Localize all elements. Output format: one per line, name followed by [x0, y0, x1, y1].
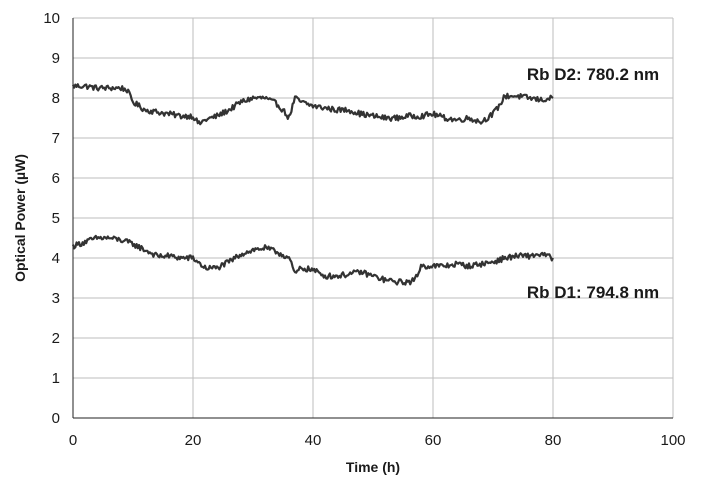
series-label: Rb D1: 794.8 nm [527, 283, 659, 302]
x-tick-label: 0 [69, 432, 77, 449]
y-tick-label: 0 [52, 410, 60, 427]
plot-area-border [72, 18, 673, 419]
x-tick-label: 100 [660, 432, 685, 449]
series-line [71, 83, 554, 126]
y-tick-label: 2 [52, 330, 60, 347]
y-tick-label: 6 [52, 170, 60, 187]
x-tick-label: 40 [305, 432, 322, 449]
series-lines [71, 83, 554, 286]
y-tick-label: 7 [52, 130, 60, 147]
x-axis-tick-labels: 0 20 40 60 80 100 [69, 432, 686, 449]
x-tick-label: 60 [425, 432, 442, 449]
series-labels: Rb D2: 780.2 nm Rb D1: 794.8 nm [527, 65, 659, 302]
y-tick-label: 5 [52, 210, 60, 227]
y-tick-label: 9 [52, 50, 60, 67]
y-tick-label: 8 [52, 90, 60, 107]
y-tick-label: 4 [52, 250, 60, 267]
y-tick-label: 10 [43, 10, 60, 27]
y-axis-tick-labels: 0 1 2 3 4 5 6 7 8 9 10 [43, 10, 60, 427]
y-tick-label: 1 [52, 370, 60, 387]
x-axis-label: Time (h) [346, 459, 400, 475]
y-axis-label: Optical Power (µW) [12, 154, 28, 282]
y-tick-label: 3 [52, 290, 60, 307]
x-tick-label: 20 [185, 432, 202, 449]
series-line [71, 234, 554, 286]
series-label: Rb D2: 780.2 nm [527, 65, 659, 84]
x-tick-label: 80 [545, 432, 562, 449]
